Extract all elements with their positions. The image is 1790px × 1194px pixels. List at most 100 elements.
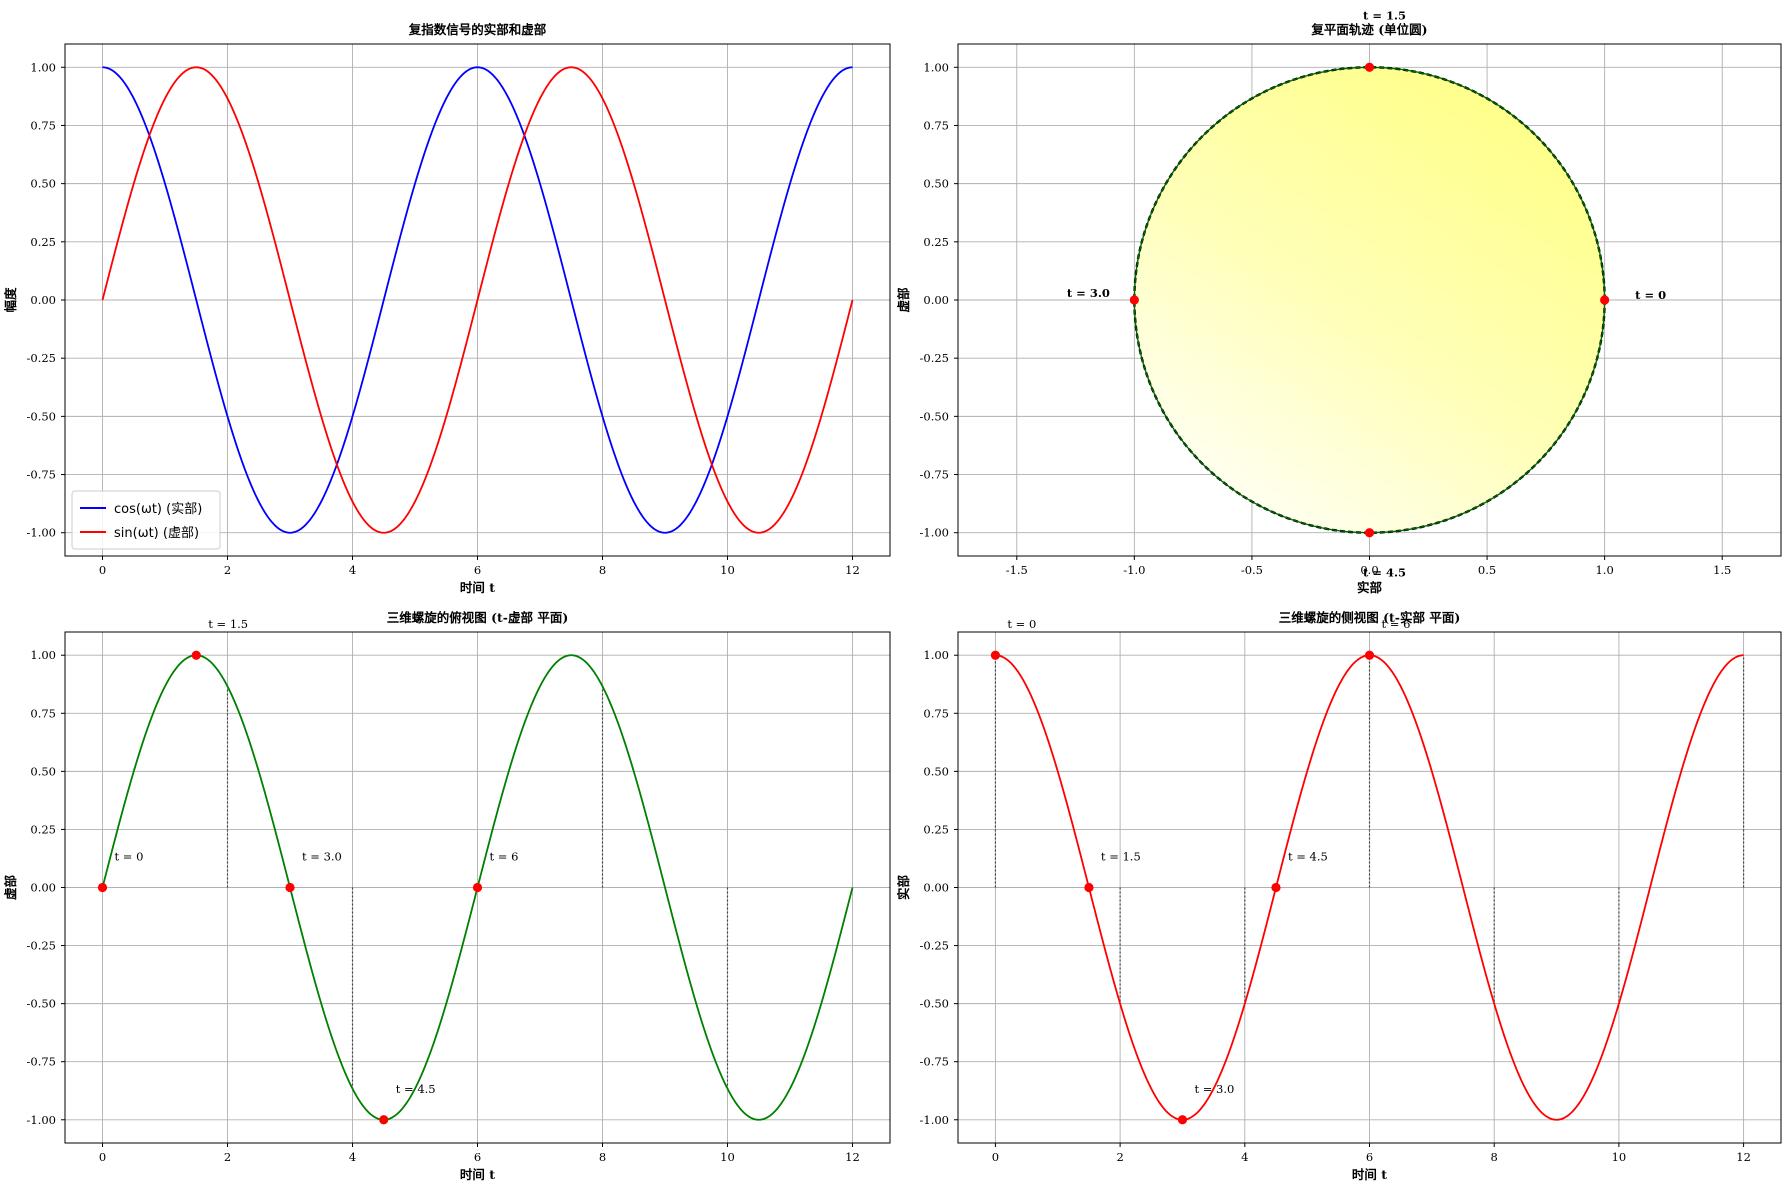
point-annotation: t = 6 [490,850,519,864]
data-point [1271,882,1281,893]
data-point [1364,528,1375,538]
x-axis-label: 实部 [1357,580,1383,595]
y-axis-label: 幅度 [3,287,18,313]
x-tick-label: 4 [349,563,356,577]
data-point [1364,650,1375,660]
y-tick-label: 1.00 [923,60,949,74]
unit-circle-fill [1134,67,1605,533]
data-point [1129,295,1139,305]
y-tick-label: 0.25 [923,235,949,249]
chart-panel-top-view: t = 0 t = 1.5 t = 3.0 t = 4.5 t = 6 0 2 4 6 8 10 12… [3,610,891,1182]
y-tick-label: -1.00 [920,1113,950,1127]
grid [65,44,890,556]
data-point [379,1115,389,1125]
x-tick-label: 0.0 [1360,563,1378,577]
y-tick-label: -0.50 [920,997,950,1011]
x-tick-label: 2 [1116,1150,1123,1164]
point-annotation: t = 6 [1382,617,1411,631]
x-tick-label: 4 [349,1150,356,1164]
y-tick-label: 0.75 [923,706,949,720]
y-tick-label: 0.75 [30,118,56,132]
x-tick-label: 0 [99,563,106,577]
y-axis-label: 虚部 [3,875,18,901]
y-tick-label: -0.75 [27,1055,57,1069]
y-tick-label: 1.00 [30,60,56,74]
x-tick-label: 0 [99,1150,106,1164]
y-tick-label: 0.25 [30,235,56,249]
point-annotation: t = 3.0 [1067,286,1110,300]
y-tick-label: -0.25 [27,351,57,365]
x-tick-label: 0.5 [1478,563,1496,577]
x-tick-label: 2 [224,1150,231,1164]
chart-title: 三维螺旋的俯视图 (t-虚部 平面) [387,610,569,625]
data-point [1364,62,1375,72]
y-tick-label: 0.25 [923,822,949,836]
x-tick-label: 8 [599,1150,606,1164]
y-tick-label: -1.00 [920,526,950,540]
y-tick-label: 0.50 [30,764,56,778]
y-tick-label: 0.50 [923,764,949,778]
y-tick-label: 1.00 [923,648,949,662]
data-point [1600,295,1610,305]
y-tick-label: -0.75 [920,1055,950,1069]
point-annotation: t = 3.0 [1194,1082,1234,1096]
point-annotation: t = 0 [115,850,144,864]
x-tick-label: 12 [1736,1150,1751,1164]
y-tick-label: -1.00 [27,1113,57,1127]
x-tick-label: -0.5 [1241,563,1263,577]
point-annotation: t = 4.5 [1363,566,1406,580]
point-annotation: t = 0 [1635,288,1666,302]
y-tick-label: 0.75 [923,118,949,132]
y-tick-label: 0.00 [30,881,56,895]
x-tick-label: -1.5 [1006,563,1028,577]
legend-label: cos(ωt) (实部) [114,502,202,517]
data-point [472,882,483,893]
x-tick-label: 6 [1366,1150,1373,1164]
x-tick-label: 2 [224,563,231,577]
point-annotation: t = 3.0 [302,850,342,864]
data-point [1177,1115,1188,1125]
y-tick-label: -0.75 [920,468,950,482]
y-tick-label: -0.50 [27,997,57,1011]
point-annotation: t = 4.5 [396,1082,436,1096]
y-tick-label: -1.00 [27,526,57,540]
y-tick-label: 0.00 [923,293,949,307]
x-tick-label: 10 [720,1150,735,1164]
x-tick-label: 8 [599,563,606,577]
x-tick-label: 1.5 [1713,563,1731,577]
point-annotation: t = 1.5 [1101,850,1141,864]
y-tick-label: -0.25 [920,939,950,953]
data-point [285,882,295,893]
data-point [990,650,1001,660]
x-tick-label: 4 [1241,1150,1248,1164]
x-tick-label: 10 [1612,1150,1627,1164]
x-axis-label: 时间 t [1352,1167,1387,1182]
x-tick-label: 8 [1491,1150,1498,1164]
y-tick-label: 0.50 [30,177,56,191]
chart-title: 复指数信号的实部和虚部 [408,22,547,37]
x-tick-label: -1.0 [1123,563,1145,577]
point-annotation: t = 0 [1007,617,1036,631]
legend-label: sin(ωt) (虚部) [114,526,199,541]
chart-panel-side-view: t = 0 t = 1.5 t = 3.0 t = 4.5 t = 6 0 2 4 6 8 10 12… [896,610,1782,1182]
x-tick-label: 12 [845,1150,860,1164]
y-tick-label: -0.75 [27,468,57,482]
x-axis-label: 时间 t [460,580,495,595]
y-tick-label: 0.50 [923,177,949,191]
chart-panel-real-imag: 0 2 4 6 8 10 12 1.00 0.75 0.50 0.25 0.00 -0.25 -0.50 -… [3,22,891,595]
y-tick-label: 0.00 [30,293,56,307]
plot-area [101,66,854,534]
x-tick-label: 6 [474,1150,481,1164]
x-tick-label: 0 [992,1150,999,1164]
y-axis-label: 实部 [896,875,911,901]
point-annotation: t = 1.5 [208,617,248,631]
y-tick-label: 0.00 [923,881,949,895]
x-axis-label: 时间 t [460,1167,495,1182]
x-tick-label: 1.0 [1595,563,1613,577]
data-point [191,650,201,660]
data-point [97,882,108,893]
plot-area [1133,66,1606,534]
point-annotation: t = 1.5 [1363,8,1406,22]
legend: cos(ωt) (实部) sin(ωt) (虚部) [71,490,221,550]
